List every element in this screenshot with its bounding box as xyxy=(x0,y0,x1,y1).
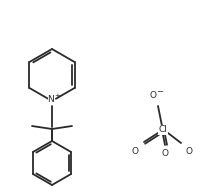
Text: O: O xyxy=(161,149,169,158)
Text: O: O xyxy=(186,146,192,155)
Text: O: O xyxy=(132,146,138,155)
Text: −: − xyxy=(157,88,163,97)
Text: O: O xyxy=(149,91,157,100)
Text: +: + xyxy=(55,93,60,99)
Text: Cl: Cl xyxy=(159,126,167,135)
Text: N: N xyxy=(48,96,54,105)
